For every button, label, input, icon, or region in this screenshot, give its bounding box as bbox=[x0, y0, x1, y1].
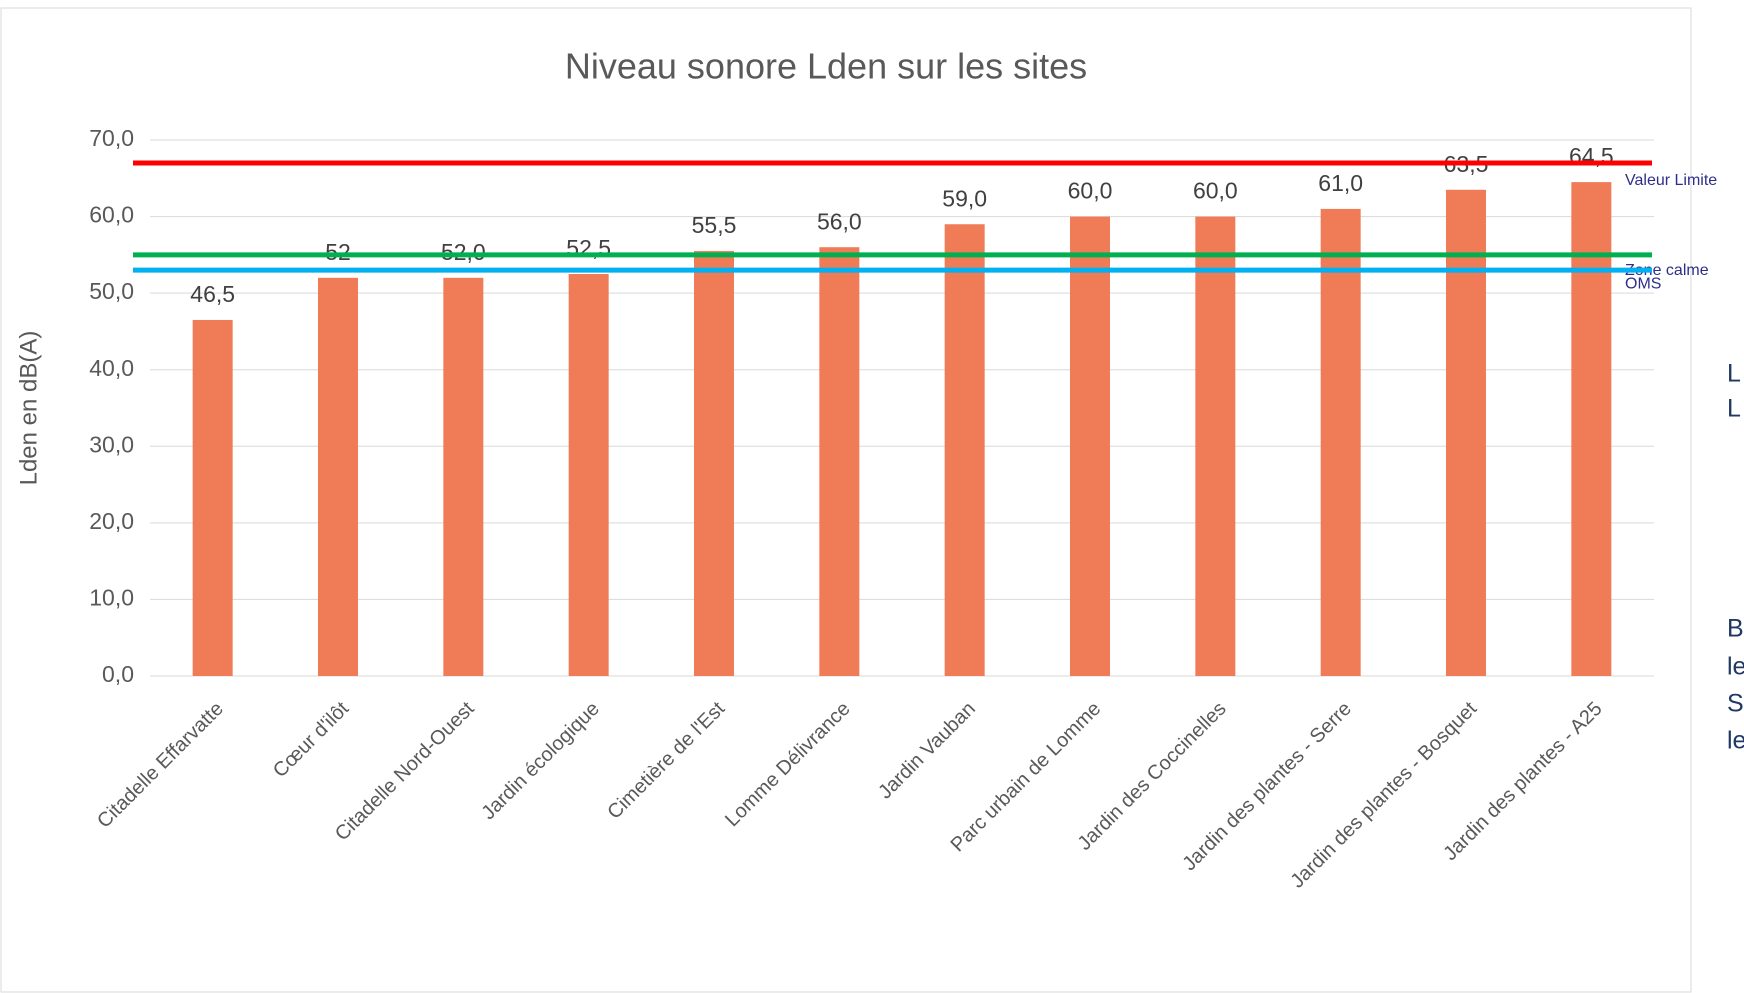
y-tick-label: 70,0 bbox=[89, 125, 134, 151]
bar bbox=[944, 224, 985, 676]
bar bbox=[443, 277, 484, 676]
bar bbox=[1571, 182, 1612, 676]
side-text: le bbox=[1727, 727, 1744, 755]
bar bbox=[192, 319, 233, 676]
bar bbox=[694, 251, 734, 676]
data-label: 46,5 bbox=[190, 281, 235, 307]
bar bbox=[1195, 216, 1236, 677]
bar bbox=[1446, 189, 1486, 676]
side-text: L bbox=[1727, 360, 1741, 388]
y-tick-label: 10,0 bbox=[89, 585, 134, 611]
y-tick-label: 40,0 bbox=[89, 355, 134, 381]
side-text: S bbox=[1727, 690, 1744, 718]
y-tick-label: 20,0 bbox=[89, 508, 134, 534]
bar bbox=[1070, 216, 1110, 677]
data-label: 52,0 bbox=[441, 239, 486, 265]
y-tick-label: 50,0 bbox=[89, 278, 134, 304]
side-text: le bbox=[1727, 653, 1744, 681]
data-label: 60,0 bbox=[1193, 178, 1238, 204]
data-label: 61,0 bbox=[1318, 170, 1363, 196]
data-label: 52 bbox=[325, 239, 351, 265]
y-tick-label: 30,0 bbox=[89, 431, 134, 457]
reference-label: OMS bbox=[1625, 275, 1661, 292]
y-tick-label: 60,0 bbox=[89, 202, 134, 228]
data-label: 55,5 bbox=[692, 212, 737, 238]
reference-label: Zone calme bbox=[1625, 262, 1709, 279]
data-label: 56,0 bbox=[817, 208, 862, 234]
bar bbox=[318, 277, 358, 676]
side-text: L bbox=[1727, 395, 1741, 423]
bar bbox=[568, 274, 609, 676]
reference-label: Valeur Limite bbox=[1625, 172, 1717, 189]
bar bbox=[819, 247, 860, 676]
bar bbox=[1320, 208, 1361, 676]
data-label: 59,0 bbox=[942, 185, 987, 211]
chart-title: Niveau sonore Lden sur les sites bbox=[565, 46, 1087, 87]
y-axis-label: Lden en dB(A) bbox=[15, 331, 42, 486]
y-tick-label: 0,0 bbox=[102, 661, 134, 687]
data-label: 60,0 bbox=[1068, 178, 1113, 204]
side-text: B bbox=[1727, 615, 1744, 643]
